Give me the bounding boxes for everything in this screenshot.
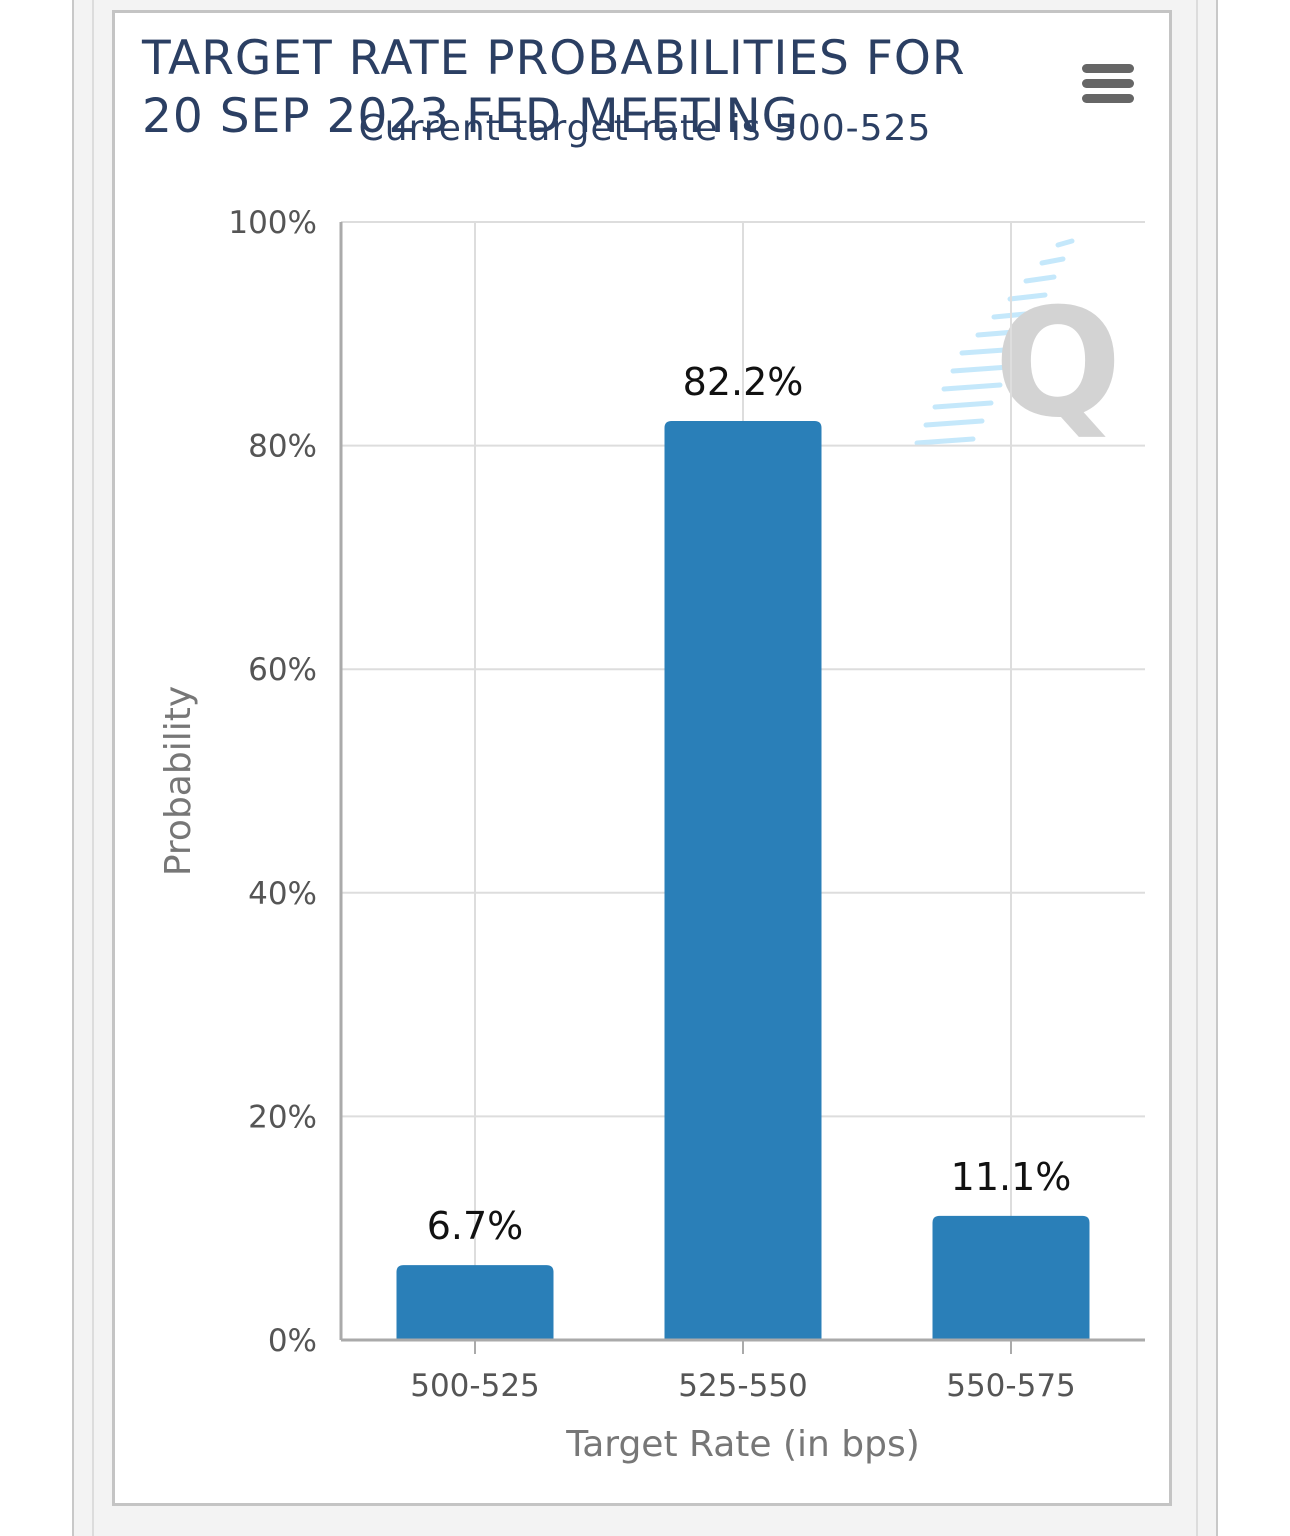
y-tick-label: 40% bbox=[248, 876, 317, 912]
x-axis-title: Target Rate (in bps) bbox=[565, 1424, 920, 1465]
y-tick-label: 60% bbox=[248, 652, 317, 688]
chart-title: TARGET RATE PROBABILITIES FOR 20 SEP 202… bbox=[142, 31, 966, 144]
data-label: 82.2% bbox=[683, 360, 804, 404]
y-tick-label: 80% bbox=[248, 429, 317, 465]
bar-500-525[interactable] bbox=[396, 1265, 554, 1340]
data-label: 11.1% bbox=[951, 1155, 1072, 1199]
frame-line-left bbox=[92, 0, 94, 1536]
y-tick-label: 20% bbox=[248, 1099, 317, 1135]
y-tick-label: 0% bbox=[268, 1323, 317, 1359]
x-tick-label: 550-575 bbox=[946, 1368, 1076, 1404]
bar-550-575[interactable] bbox=[932, 1215, 1090, 1340]
x-tick-label: 525-550 bbox=[678, 1368, 808, 1404]
svg-text:Q: Q bbox=[994, 277, 1122, 451]
y-tick-label: 100% bbox=[228, 205, 317, 241]
data-label: 6.7% bbox=[427, 1204, 524, 1248]
hamburger-menu-icon[interactable] bbox=[1076, 58, 1140, 110]
watermark-q-logo: Q bbox=[914, 238, 1122, 451]
frame-line-right bbox=[1196, 0, 1198, 1536]
y-axis-title: Probability bbox=[158, 686, 199, 876]
chart-subtitle: Current target rate is 500-525 bbox=[358, 108, 932, 149]
x-tick-label: 500-525 bbox=[410, 1368, 540, 1404]
bar-525-550[interactable] bbox=[664, 421, 822, 1340]
